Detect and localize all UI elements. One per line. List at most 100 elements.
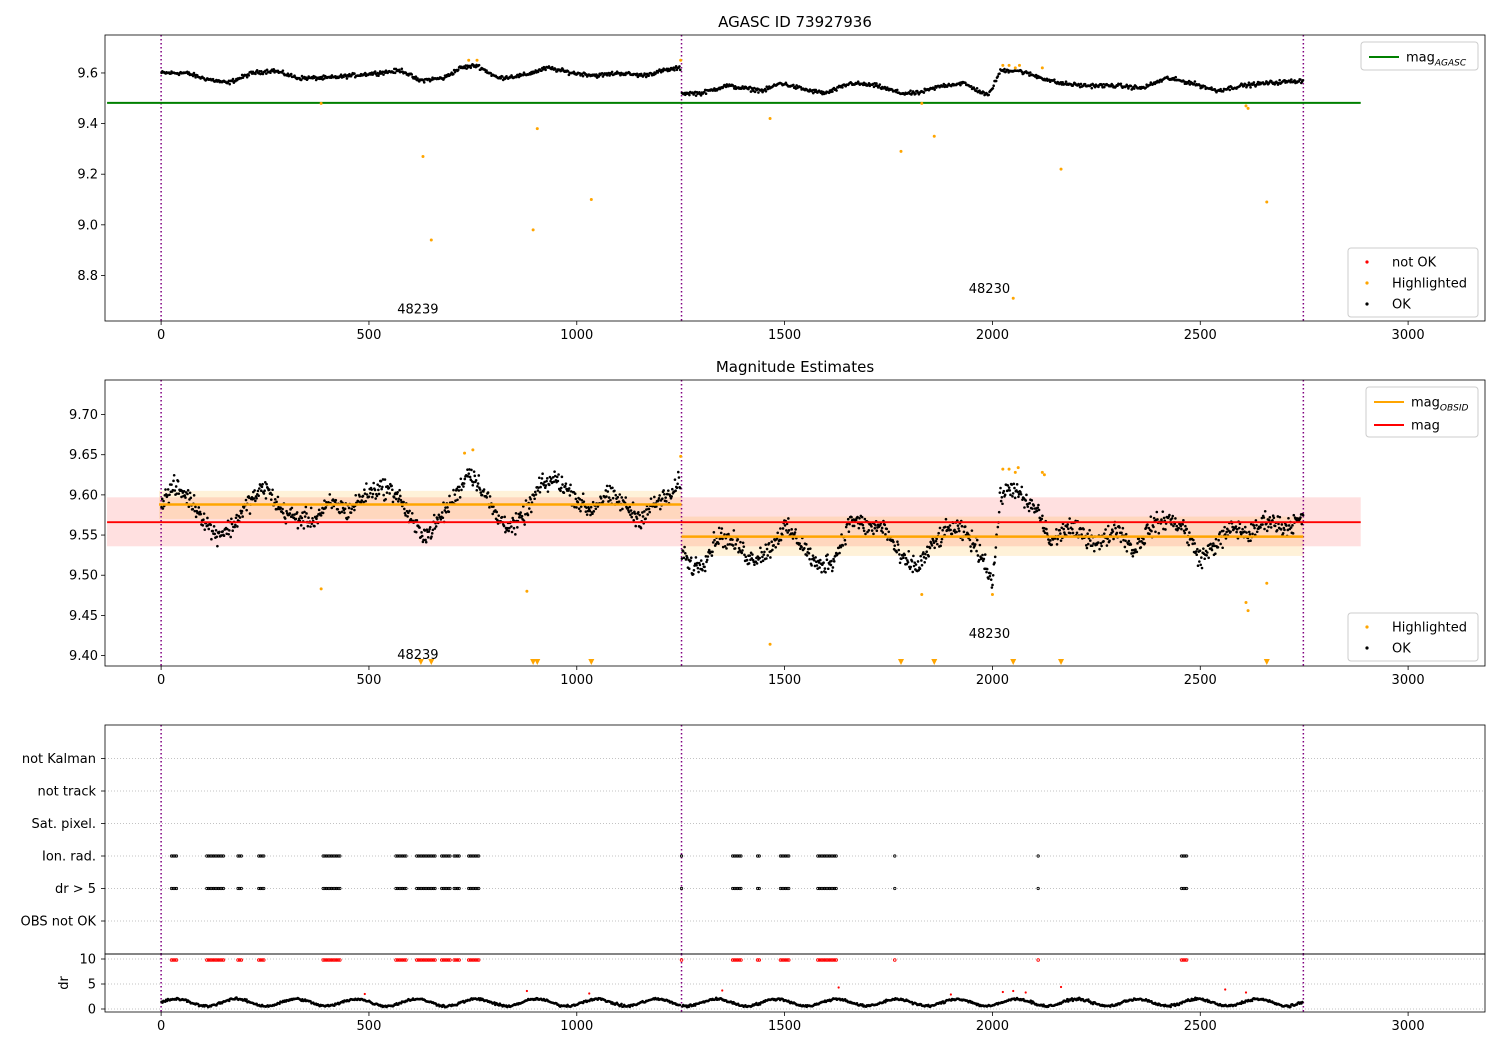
legend-box bbox=[1360, 41, 1479, 71]
dr-clipped-point bbox=[419, 958, 424, 962]
ok-point bbox=[962, 530, 966, 534]
ok-point bbox=[858, 516, 861, 520]
highlighted-point bbox=[471, 448, 475, 452]
dr-clipped-point bbox=[211, 958, 216, 962]
ok-point bbox=[182, 489, 186, 493]
flag-point bbox=[404, 886, 408, 891]
ok-point bbox=[188, 491, 192, 495]
ok-point bbox=[950, 532, 954, 536]
ok-point bbox=[1045, 527, 1048, 531]
ok-point bbox=[786, 531, 789, 534]
flag-point bbox=[221, 886, 226, 891]
ok-point bbox=[585, 506, 588, 509]
ok-point bbox=[304, 505, 308, 509]
flag-point bbox=[174, 886, 179, 891]
ok-point bbox=[794, 528, 797, 531]
ok-point bbox=[1120, 531, 1123, 535]
ok-point bbox=[265, 482, 268, 486]
legend-box bbox=[1347, 612, 1479, 662]
flag-point bbox=[260, 886, 264, 891]
dr-clipped-point bbox=[448, 958, 452, 962]
ok-point bbox=[741, 541, 745, 545]
ok-point bbox=[173, 489, 177, 492]
ok-point bbox=[1112, 537, 1115, 541]
ok-point bbox=[1229, 530, 1232, 533]
ok-point bbox=[242, 506, 246, 509]
dr-clipped-point bbox=[237, 958, 242, 962]
ok-point bbox=[1255, 523, 1258, 527]
ok-point bbox=[556, 479, 560, 483]
flag-point bbox=[433, 886, 437, 891]
ok-point bbox=[234, 516, 238, 520]
dr-clipped-point bbox=[258, 958, 263, 962]
ok-point bbox=[644, 517, 647, 520]
flag-point bbox=[472, 886, 476, 891]
flag-point bbox=[171, 886, 175, 891]
ok-point bbox=[761, 559, 765, 563]
ok-point bbox=[457, 68, 460, 72]
ok-point bbox=[514, 533, 517, 536]
ok-point bbox=[832, 560, 836, 563]
ok-point bbox=[1275, 528, 1279, 532]
ok-point bbox=[215, 535, 219, 539]
ok-point bbox=[381, 485, 384, 489]
ok-point bbox=[1030, 499, 1034, 502]
dr-clipped-point bbox=[402, 958, 407, 962]
ok-point bbox=[641, 515, 645, 518]
ok-point bbox=[1214, 537, 1218, 541]
ok-point bbox=[738, 548, 742, 552]
ok-point bbox=[399, 498, 403, 502]
ok-point bbox=[1049, 539, 1052, 542]
ok-point bbox=[772, 543, 776, 547]
ok-point bbox=[991, 86, 995, 90]
ok-point bbox=[1098, 547, 1101, 551]
below-range-marker bbox=[588, 659, 595, 665]
ok-point bbox=[393, 496, 396, 499]
ok-point bbox=[991, 583, 994, 587]
dr-point bbox=[687, 1005, 691, 1009]
dr-clipped-point bbox=[260, 958, 264, 962]
ok-point bbox=[1223, 525, 1226, 529]
flag-point bbox=[208, 886, 212, 891]
ok-point bbox=[691, 572, 695, 576]
ok-point bbox=[545, 477, 549, 480]
ok-point bbox=[526, 513, 530, 517]
ok-point bbox=[632, 518, 636, 522]
dr-clipped-point bbox=[338, 958, 342, 962]
ok-point bbox=[176, 479, 180, 483]
ok-point bbox=[1027, 509, 1031, 513]
ok-point bbox=[766, 554, 770, 557]
ok-point bbox=[458, 496, 462, 499]
highlighted-point bbox=[1007, 467, 1011, 471]
ok-point bbox=[678, 486, 682, 490]
ok-point bbox=[586, 509, 590, 513]
ok-point bbox=[230, 79, 234, 83]
ok-point bbox=[503, 515, 507, 519]
ok-point bbox=[397, 68, 401, 72]
ok-point bbox=[1028, 71, 1032, 74]
ok-point bbox=[883, 523, 887, 527]
ok-point bbox=[957, 529, 961, 533]
ok-point bbox=[1171, 514, 1175, 518]
ok-point bbox=[1271, 519, 1274, 522]
flag-point bbox=[734, 854, 738, 858]
ok-point bbox=[403, 511, 407, 515]
ok-point bbox=[895, 88, 899, 92]
y-tick-label: 9.40 bbox=[69, 649, 98, 664]
ok-point bbox=[240, 511, 243, 515]
legend-entry-label: Highlighted bbox=[1392, 277, 1467, 292]
ok-point bbox=[611, 486, 614, 490]
ok-point bbox=[985, 567, 989, 571]
ok-point bbox=[585, 513, 589, 516]
ok-point bbox=[214, 529, 218, 532]
ok-point bbox=[852, 524, 856, 528]
ok-point bbox=[599, 497, 603, 500]
x-tick-label: 500 bbox=[357, 673, 382, 688]
ok-point bbox=[864, 532, 867, 536]
ok-point bbox=[1111, 530, 1115, 533]
ok-point bbox=[791, 532, 794, 535]
ok-point bbox=[543, 480, 546, 484]
flag-row-label: Sat. pixel. bbox=[32, 817, 96, 832]
ok-point bbox=[1162, 516, 1166, 520]
ok-point bbox=[579, 505, 583, 508]
